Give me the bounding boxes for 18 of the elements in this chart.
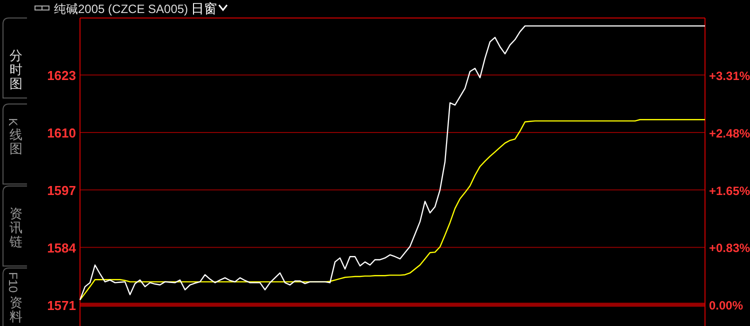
tab-label: 资讯链 (10, 206, 22, 249)
y2-tick-label: +3.31% (709, 68, 750, 83)
y-tick-label: 1584 (47, 240, 77, 256)
y-tick-label: 1610 (47, 125, 76, 140)
tab-label: 分时图 (10, 48, 22, 91)
y-tick-label: 1597 (47, 182, 76, 198)
y2-tick-label: +1.65% (709, 184, 750, 198)
y2-tick-label: +2.48% (709, 126, 750, 140)
y2-tick-label: +0.83% (709, 240, 750, 255)
chart-subtitle: 日窗 (191, 1, 217, 16)
y-tick-label: 1623 (47, 68, 76, 84)
y2-tick-label: 0.00% (709, 298, 744, 312)
tab-label: F10资料 (6, 272, 22, 324)
line-series (79, 25, 706, 301)
tab-label: K线图 (6, 118, 22, 156)
chart-title: 纯碱2005 (CZCE SA005) (54, 2, 188, 16)
y-tick-label: 1571 (47, 298, 76, 313)
line-series (79, 119, 706, 301)
